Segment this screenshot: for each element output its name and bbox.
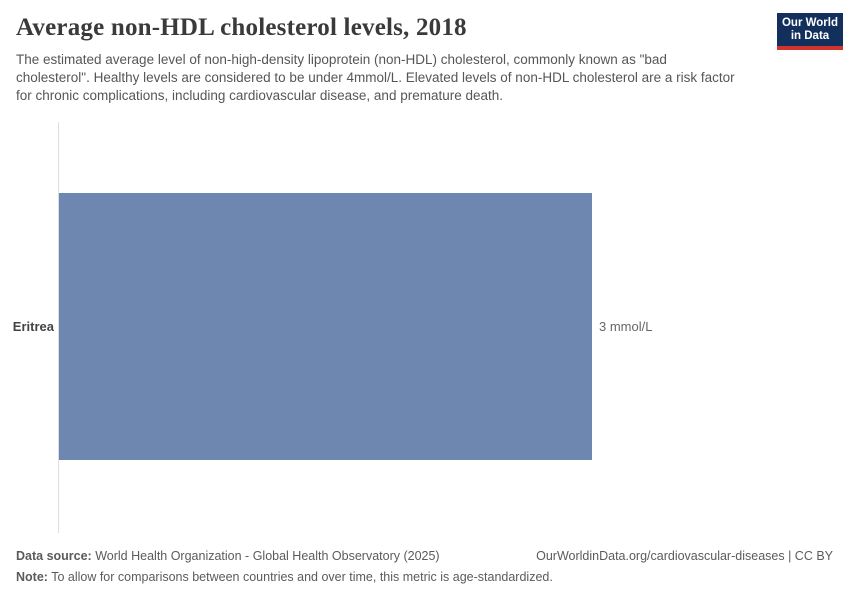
- owid-logo-line1: Our World: [781, 16, 838, 29]
- chart-subtitle: The estimated average level of non-high-…: [16, 52, 735, 103]
- chart-footer: Data source: World Health Organization -…: [16, 546, 833, 588]
- chart-title: Average non-HDL cholesterol levels, 2018: [16, 14, 467, 41]
- y-axis-line: [58, 122, 59, 533]
- chart-header: Average non-HDL cholesterol levels, 2018…: [16, 14, 834, 105]
- entity-label: Eritrea: [12, 319, 54, 334]
- note-label: Note:: [16, 570, 48, 584]
- data-source-line: Data source: World Health Organization -…: [16, 546, 440, 567]
- data-source-label: Data source:: [16, 549, 92, 563]
- bar-eritrea[interactable]: [59, 193, 592, 460]
- owid-logo[interactable]: Our World in Data: [777, 13, 843, 50]
- bar-value-label: 3 mmol/L: [599, 319, 653, 334]
- citation-text: OurWorldinData.org/cardiovascular-diseas…: [536, 549, 833, 563]
- note-text: To allow for comparisons between countri…: [51, 570, 553, 584]
- owid-logo-line2: in Data: [790, 29, 830, 42]
- data-source-text: World Health Organization - Global Healt…: [95, 549, 440, 563]
